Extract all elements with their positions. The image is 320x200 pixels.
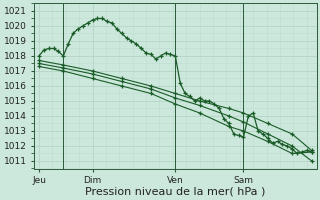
X-axis label: Pression niveau de la mer( hPa ): Pression niveau de la mer( hPa )	[85, 187, 266, 197]
